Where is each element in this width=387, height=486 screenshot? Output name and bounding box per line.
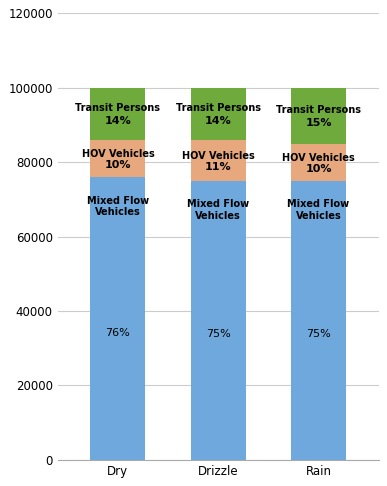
Text: Mixed Flow
Vehicles: Mixed Flow Vehicles (187, 199, 249, 221)
Text: Transit Persons: Transit Persons (75, 103, 160, 113)
Text: 14%: 14% (205, 116, 231, 126)
Bar (90, 88, 146, 140)
Text: 10%: 10% (104, 160, 131, 170)
Text: 75%: 75% (206, 329, 231, 339)
Bar (291, 143, 346, 181)
Text: Mixed Flow
Vehicles: Mixed Flow Vehicles (288, 199, 349, 221)
Bar (291, 88, 346, 143)
Bar (90, 177, 146, 460)
Bar (190, 88, 246, 140)
Bar (90, 140, 146, 177)
Text: 14%: 14% (104, 116, 131, 126)
Text: 10%: 10% (305, 164, 332, 174)
Text: Transit Persons: Transit Persons (176, 103, 261, 113)
Text: HOV Vehicles: HOV Vehicles (182, 151, 255, 161)
Text: Mixed Flow
Vehicles: Mixed Flow Vehicles (87, 196, 149, 217)
Text: Transit Persons: Transit Persons (276, 105, 361, 115)
Text: 76%: 76% (106, 328, 130, 338)
Text: 75%: 75% (306, 329, 331, 339)
Text: HOV Vehicles: HOV Vehicles (82, 149, 154, 159)
Bar (190, 181, 246, 460)
Text: HOV Vehicles: HOV Vehicles (282, 153, 355, 163)
Text: 11%: 11% (205, 162, 231, 172)
Text: 15%: 15% (305, 118, 332, 128)
Bar (190, 140, 246, 181)
Bar (291, 181, 346, 460)
